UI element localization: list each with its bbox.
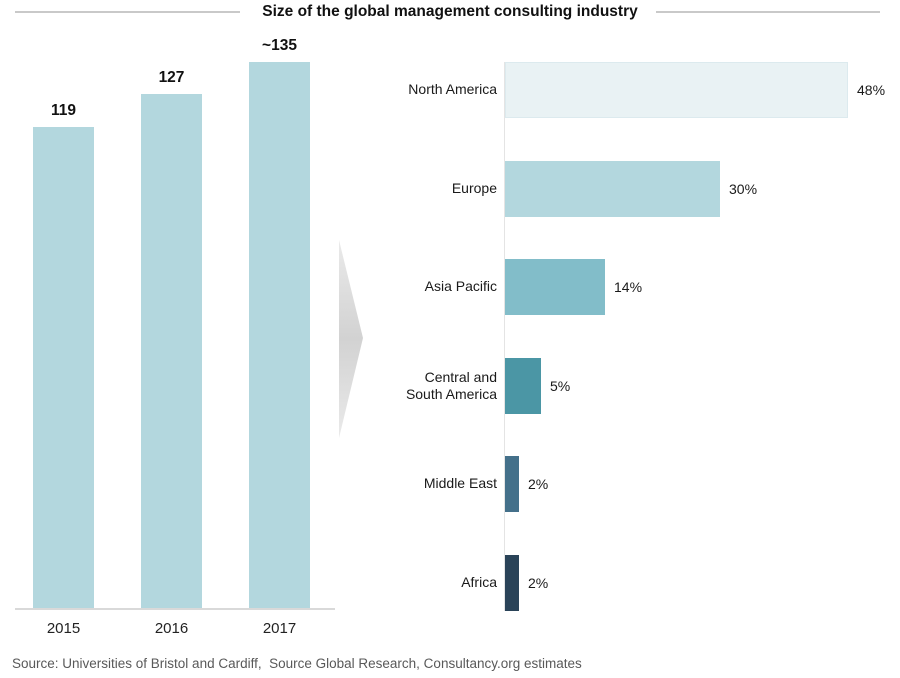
- bar-value-label-africa: 2%: [528, 575, 549, 591]
- bar-2017: [249, 62, 310, 608]
- bar-middle-east: [505, 456, 519, 512]
- bar-2016: [141, 94, 202, 608]
- bar-value-label-2017: ~135: [262, 37, 297, 54]
- region-label-north-america: North America: [408, 81, 497, 98]
- bar-value-label-2015: 119: [50, 102, 76, 119]
- bar-value-label-europe: 30%: [729, 181, 758, 197]
- bar-value-label-asia-pacific: 14%: [614, 279, 643, 295]
- category-axis-line: [504, 62, 505, 611]
- region-label-africa: Africa: [461, 574, 497, 591]
- transition-arrow-icon: [339, 240, 363, 438]
- x-axis-line: [15, 608, 335, 610]
- bar-value-label-central-and-south-america: 5%: [550, 378, 571, 394]
- source-note: Source: Universities of Bristol and Card…: [12, 656, 582, 671]
- title-rule-left: [15, 11, 240, 13]
- x-axis-label-2015: 2015: [46, 620, 81, 637]
- x-axis-label-2017: 2017: [262, 620, 297, 637]
- region-label-middle-east: Middle East: [423, 475, 497, 492]
- bar-2015: [33, 127, 94, 608]
- bar-europe: [505, 161, 720, 217]
- bar-value-label-2016: 127: [158, 69, 185, 86]
- bar-asia-pacific: [505, 259, 605, 315]
- region-label-asia-pacific: Asia Pacific: [424, 278, 497, 295]
- region-label-europe: Europe: [451, 180, 497, 197]
- page-title: Size of the global management consulting…: [262, 3, 638, 20]
- bar-africa: [505, 555, 519, 611]
- bar-value-label-north-america: 48%: [857, 82, 886, 98]
- title-rule-right: [656, 11, 880, 13]
- region-chart: North America 48% Europe 30% Asia Pacific 14%…: [370, 62, 890, 618]
- year-chart: 119 2015 127 2016 ~135 2017: [15, 37, 335, 655]
- bar-value-label-middle-east: 2%: [528, 476, 549, 492]
- x-axis-label-2016: 2016: [154, 620, 189, 637]
- bar-central-and-south-america: [505, 358, 541, 414]
- region-label-central-and-south-america: Central and South America: [405, 368, 497, 403]
- bar-north-america: [505, 62, 848, 118]
